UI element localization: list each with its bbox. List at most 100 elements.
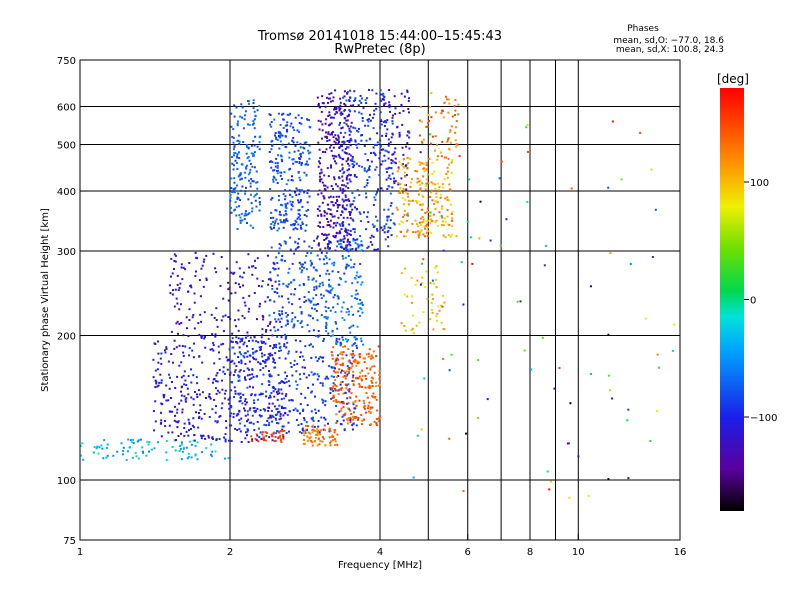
data-point — [297, 201, 300, 204]
data-point — [383, 103, 386, 106]
data-point — [227, 316, 230, 318]
data-point — [312, 416, 314, 419]
data-point — [258, 305, 261, 308]
data-point — [137, 457, 140, 460]
data-point — [258, 393, 261, 396]
data-point — [317, 357, 320, 360]
data-point — [401, 163, 404, 166]
data-point — [324, 325, 327, 328]
data-point — [333, 222, 336, 224]
data-point — [401, 165, 404, 168]
data-point — [334, 160, 336, 163]
data-point — [262, 367, 265, 369]
data-point — [296, 409, 299, 412]
data-point — [357, 419, 359, 421]
data-point — [387, 105, 390, 108]
data-point — [232, 148, 235, 151]
data-point — [284, 145, 287, 148]
data-point — [363, 211, 365, 214]
data-point — [321, 181, 324, 184]
data-point — [403, 213, 406, 216]
data-point — [275, 209, 278, 212]
data-point — [231, 359, 234, 362]
data-point — [358, 194, 361, 197]
data-point — [255, 192, 258, 195]
data-point — [364, 374, 367, 377]
data-point — [198, 415, 201, 418]
data-point — [244, 378, 247, 381]
data-point — [334, 378, 336, 381]
data-point — [279, 417, 282, 420]
data-point — [261, 333, 264, 336]
data-point — [214, 267, 217, 270]
data-point — [316, 434, 319, 436]
data-point — [258, 414, 261, 417]
data-point — [176, 320, 179, 323]
data-point — [160, 411, 162, 414]
data-point — [272, 390, 275, 393]
data-point — [275, 138, 278, 140]
data-point — [335, 322, 338, 325]
data-point — [285, 284, 288, 287]
data-point — [375, 385, 378, 388]
data-point — [358, 375, 361, 378]
data-point — [301, 429, 304, 431]
data-point — [348, 127, 351, 130]
data-point — [403, 203, 405, 206]
data-point — [346, 91, 349, 94]
data-point — [367, 410, 370, 413]
data-point — [209, 348, 212, 351]
data-point — [341, 357, 344, 360]
data-point — [322, 258, 325, 261]
data-point — [278, 210, 281, 213]
data-point — [305, 209, 308, 212]
data-point — [240, 362, 243, 365]
data-point — [322, 436, 324, 439]
data-point — [433, 202, 436, 205]
data-point — [187, 452, 190, 455]
data-point — [180, 458, 183, 461]
data-point — [316, 373, 319, 376]
data-point — [345, 248, 348, 251]
data-point — [448, 183, 451, 186]
data-point — [378, 105, 381, 108]
data-point — [280, 430, 283, 432]
data-point — [269, 277, 272, 280]
data-point — [319, 106, 321, 109]
data-point — [334, 141, 337, 144]
data-point — [345, 152, 347, 154]
data-point — [259, 369, 262, 372]
data-point — [205, 447, 208, 450]
data-point — [272, 267, 275, 270]
data-point — [300, 117, 303, 119]
data-point — [335, 107, 338, 110]
data-point — [244, 171, 246, 174]
data-point — [374, 168, 377, 171]
data-point — [282, 193, 285, 196]
data-point — [375, 422, 378, 425]
data-point — [282, 425, 285, 428]
data-point — [329, 387, 332, 390]
data-point — [375, 166, 378, 169]
data-point — [301, 269, 304, 272]
data-point — [348, 200, 351, 202]
data-point — [238, 400, 241, 403]
data-point — [339, 224, 342, 227]
data-point — [183, 434, 186, 437]
data-point — [238, 143, 241, 145]
data-point — [255, 181, 258, 184]
data-point — [322, 356, 325, 359]
data-point — [337, 153, 340, 156]
data-point — [297, 223, 300, 226]
data-point — [329, 100, 332, 103]
data-point — [214, 420, 217, 423]
data-point — [347, 417, 350, 420]
data-point — [343, 151, 346, 154]
data-point — [343, 117, 346, 120]
data-point — [365, 377, 368, 380]
data-point — [203, 412, 206, 415]
data-point — [254, 194, 257, 197]
data-point — [421, 216, 424, 218]
data-point — [396, 208, 399, 211]
data-point — [301, 223, 304, 225]
